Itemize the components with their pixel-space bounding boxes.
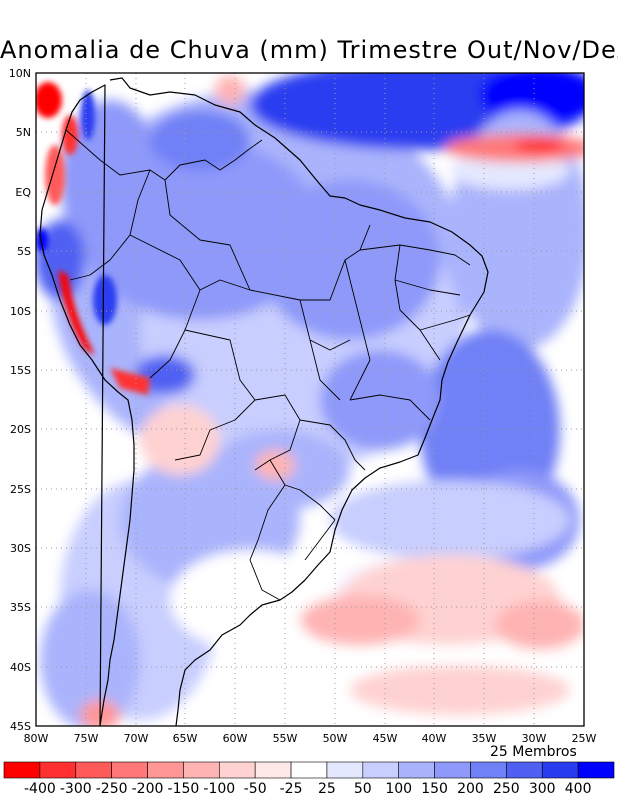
lat-label: 45S — [10, 720, 31, 733]
colorbar-swatch — [506, 761, 543, 779]
lon-label: 30W — [522, 732, 547, 745]
colorbar-label: -25 — [280, 781, 303, 797]
colorbar-label: 400 — [565, 781, 592, 797]
colorbar-swatch — [147, 761, 184, 779]
lat-label: 10S — [10, 305, 31, 318]
lat-label: 40S — [10, 661, 31, 674]
lon-label: 65W — [173, 732, 198, 745]
ensemble-members-label: 25 Membros — [490, 744, 577, 760]
colorbar-swatch — [577, 761, 615, 779]
longitude-axis: 80W 75W 70W 65W 60W 55W 50W 45W 40W 35W … — [24, 732, 597, 745]
lat-label: 10N — [9, 67, 31, 80]
colorbar-label: -250 — [96, 781, 128, 797]
colorbar-swatch — [541, 761, 579, 779]
colorbar-label: -400 — [24, 781, 56, 797]
lat-label: 30S — [10, 542, 31, 555]
lon-label: 55W — [273, 732, 298, 745]
colorbar-swatch — [290, 761, 328, 779]
colorbar-label: -150 — [168, 781, 200, 797]
lon-label: 40W — [422, 732, 447, 745]
colorbar-swatch — [326, 761, 364, 779]
colorbar-label: 200 — [457, 781, 484, 797]
colorbar-swatch — [218, 761, 256, 779]
anomaly-field — [36, 73, 584, 726]
colorbar: -400 -300 -250 -200 -150 -100 -50 -25 25 50 100 150… — [3, 761, 615, 797]
colorbar-label: 150 — [421, 781, 448, 797]
coastlines — [39, 77, 489, 726]
colorbar-label: 250 — [493, 781, 520, 797]
colorbar-label: -200 — [132, 781, 164, 797]
colorbar-swatch — [470, 761, 507, 779]
colorbar-label: -100 — [203, 781, 235, 797]
lat-label: 5S — [17, 245, 31, 258]
lon-label: 35W — [472, 732, 497, 745]
colorbar-swatch — [3, 761, 41, 779]
colorbar-label: 50 — [354, 781, 372, 797]
country-borders — [65, 129, 471, 601]
map-title: Anomalia de Chuva (mm) Trimestre Out/Nov… — [0, 36, 618, 64]
lat-label: 5N — [16, 126, 31, 139]
colorbar-swatch — [111, 761, 148, 779]
colorbar-swatch — [183, 761, 220, 779]
colorbar-swatch — [39, 761, 77, 779]
lat-label: EQ — [15, 186, 31, 199]
colorbar-swatch — [75, 761, 112, 779]
lon-label: 80W — [24, 732, 49, 745]
lat-label: 35S — [10, 601, 31, 614]
colorbar-label: 25 — [318, 781, 336, 797]
lon-label: 60W — [223, 732, 248, 745]
map-frame — [35, 72, 585, 727]
south-america-coastline — [39, 77, 489, 726]
lon-label: 45W — [373, 732, 398, 745]
lat-label: 25S — [10, 483, 31, 496]
colorbar-swatch — [398, 761, 435, 779]
colorbar-label: -300 — [60, 781, 92, 797]
colorbar-swatch — [362, 761, 400, 779]
latitude-axis: 10N 5N EQ 5S 10S 15S 20S 25S 30S 35S 40S… — [9, 67, 32, 733]
colorbar-swatch — [434, 761, 471, 779]
colorbar-swatch — [254, 761, 292, 779]
lat-label: 15S — [10, 364, 31, 377]
colorbar-label: 100 — [385, 781, 412, 797]
lat-label: 20S — [10, 423, 31, 436]
colorbar-label: 300 — [529, 781, 556, 797]
colorbar-label: -50 — [244, 781, 267, 797]
lon-label: 25W — [572, 732, 597, 745]
lon-label: 70W — [124, 732, 149, 745]
lon-label: 75W — [74, 732, 99, 745]
lon-label: 50W — [323, 732, 348, 745]
